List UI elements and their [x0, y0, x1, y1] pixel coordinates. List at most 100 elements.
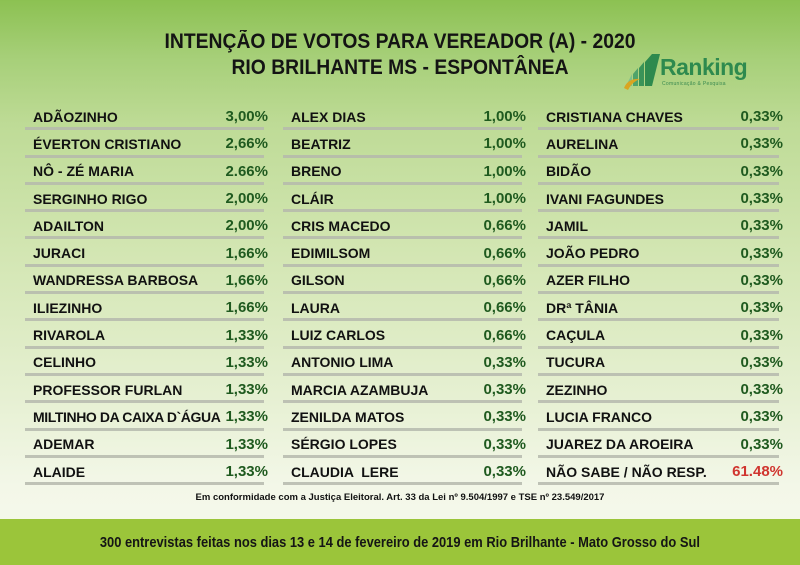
candidate-percent: 1,66% — [225, 271, 268, 289]
candidate-percent: 0,33% — [740, 381, 783, 399]
candidate-name: CAÇULA — [546, 327, 606, 344]
candidate-percent: 0,33% — [740, 326, 783, 344]
candidate-name: AZER FILHO — [546, 272, 630, 289]
table-row: ANTONIO LIMA 0,33% — [283, 349, 528, 377]
candidate-name: DRª TÂNIA — [546, 299, 619, 316]
table-row: PROFESSOR FURLAN 1,33% — [25, 376, 270, 404]
table-row: IVANI FAGUNDES 0,33% — [538, 185, 785, 213]
candidate-percent: 2,00% — [225, 217, 268, 235]
candidate-name: LUIZ CARLOS — [291, 327, 386, 344]
candidate-percent: 0,33% — [740, 244, 783, 262]
candidate-name: ADÃOZINHO — [33, 108, 118, 125]
candidate-percent: 0,33% — [483, 463, 526, 480]
table-row: ADAILTON 2,00% — [25, 212, 270, 240]
table-row: TUCURA 0,33% — [538, 349, 785, 377]
table-row: ZEZINHO 0,33% — [538, 376, 785, 404]
legal-note: Em conformidade com a Justiça Eleitoral.… — [195, 492, 605, 503]
table-row: SÉRGIO LOPES 0,33% — [283, 431, 528, 459]
candidate-percent: 3,00% — [225, 108, 268, 126]
candidate-name: ANTONIO LIMA — [291, 354, 394, 371]
table-row: NÔ - ZÉ MARIA 2.66% — [25, 158, 270, 186]
header: INTENÇÃO DE VOTOS PARA VEREADOR (A) - 20… — [0, 0, 800, 100]
table-row: ADÃOZINHO 3,00% — [25, 103, 270, 131]
candidate-percent: 1,66% — [225, 299, 268, 317]
candidate-name: LAURA — [291, 299, 340, 316]
results-column-3: CRISTIANA CHAVES 0,33% AURELINA 0,33% BIDÃ… — [538, 103, 785, 486]
table-row: MARCIA AZAMBUJA 0,33% — [283, 376, 528, 404]
candidate-percent: 1,33% — [225, 435, 268, 453]
table-row: JURACI 1,66% — [25, 239, 270, 268]
candidate-percent: 0,66% — [483, 244, 526, 262]
candidate-name: ZENILDA MATOS — [291, 408, 405, 425]
table-row: ALEX DIAS 1,00% — [283, 103, 528, 131]
candidate-percent: 0,66% — [483, 299, 526, 317]
candidate-name: BEATRIZ — [291, 135, 351, 152]
candidate-name: CRISTIANA CHAVES — [546, 108, 683, 125]
results-column-2: ALEX DIAS 1,00% BEATRIZ 1,00% BRENO 1,00% C… — [283, 103, 528, 486]
candidate-name: ALEX DIAS — [291, 108, 366, 125]
table-row: JOÃO PEDRO 0,33% — [538, 239, 785, 268]
candidate-name: PROFESSOR FURLAN — [33, 381, 183, 398]
candidate-percent: 0,33% — [483, 353, 526, 371]
candidate-name: IVANI FAGUNDES — [546, 190, 664, 207]
candidate-name: BIDÃO — [546, 163, 592, 180]
table-row: LAURA 0,66% — [283, 294, 528, 322]
candidate-percent: 2,66% — [225, 135, 268, 153]
candidate-percent: 1,33% — [225, 381, 268, 399]
candidate-percent: 0,33% — [740, 135, 783, 153]
candidate-name: ÉVERTON CRISTIANO — [33, 135, 182, 152]
table-row: WANDRESSA BARBOSA 1,66% — [25, 267, 270, 295]
candidate-name: CRIS MACEDO — [291, 217, 391, 234]
candidate-percent: 1,66% — [225, 244, 268, 262]
candidate-percent: 0,66% — [483, 326, 526, 344]
table-row: BRENO 1,00% — [283, 158, 528, 186]
table-row: ADEMAR 1,33% — [25, 431, 270, 459]
candidate-percent: 1,33% — [225, 463, 268, 480]
table-row: AZER FILHO 0,33% — [538, 267, 785, 295]
candidate-name: JOÃO PEDRO — [546, 245, 640, 262]
candidate-name: EDIMILSOM — [291, 245, 371, 262]
candidate-percent: 0,33% — [740, 435, 783, 453]
bar-chart-swoosh-icon — [624, 54, 660, 90]
table-row: CAÇULA 0,33% — [538, 321, 785, 349]
undecided-percent: 61.48% — [732, 463, 783, 480]
candidate-name: SERGINHO RIGO — [33, 190, 148, 207]
candidate-percent: 0,33% — [740, 190, 783, 208]
candidate-name: ILIEZINHO — [33, 299, 103, 316]
table-row: JUAREZ DA AROEIRA 0,33% — [538, 431, 785, 459]
candidate-percent: 0,33% — [740, 217, 783, 235]
candidate-percent: 2,00% — [225, 190, 268, 208]
candidate-percent: 0,33% — [483, 435, 526, 453]
candidate-percent: 1,00% — [483, 162, 526, 180]
table-row: BEATRIZ 1,00% — [283, 130, 528, 158]
candidate-percent: 0,33% — [740, 108, 783, 126]
candidate-percent: 0,33% — [483, 408, 526, 426]
candidate-name: JURACI — [33, 245, 86, 262]
candidate-percent: 0,66% — [483, 217, 526, 235]
results-table: ADÃOZINHO 3,00% ÉVERTON CRISTIANO 2,66% NÔ… — [0, 103, 800, 486]
candidate-name: MILTINHO DA CAIXA D`ÁGUA — [33, 408, 221, 425]
candidate-percent: 0,33% — [740, 162, 783, 180]
results-column-1: ADÃOZINHO 3,00% ÉVERTON CRISTIANO 2,66% NÔ… — [25, 103, 270, 486]
logo-tagline: Comunicação & Pesquisa — [662, 81, 726, 87]
candidate-name: JAMIL — [546, 217, 588, 234]
candidate-name: ADAILTON — [33, 217, 105, 234]
candidate-name: JUAREZ DA AROEIRA — [546, 436, 694, 453]
table-row: CLÁIR 1,00% — [283, 185, 528, 213]
table-row-undecided: NÃO SABE / NÃO RESP. 61.48% — [538, 458, 785, 486]
candidate-name: ZEZINHO — [546, 381, 608, 398]
table-row: CLAUDIA LERE 0,33% — [283, 458, 528, 486]
table-row: ILIEZINHO 1,66% — [25, 294, 270, 322]
table-row: RIVAROLA 1,33% — [25, 321, 270, 349]
candidate-percent: 1,33% — [225, 408, 268, 426]
candidate-percent: 0,33% — [740, 353, 783, 371]
table-row: GILSON 0,66% — [283, 267, 528, 295]
table-row: EDIMILSOM 0,66% — [283, 239, 528, 268]
table-row: CRISTIANA CHAVES 0,33% — [538, 103, 785, 131]
candidate-percent: 0,33% — [483, 381, 526, 399]
candidate-name: LUCIA FRANCO — [546, 408, 653, 425]
candidate-name: NÔ - ZÉ MARIA — [33, 163, 135, 180]
table-row: LUIZ CARLOS 0,66% — [283, 321, 528, 349]
candidate-name: AURELINA — [546, 135, 619, 152]
table-row: ZENILDA MATOS 0,33% — [283, 403, 528, 431]
